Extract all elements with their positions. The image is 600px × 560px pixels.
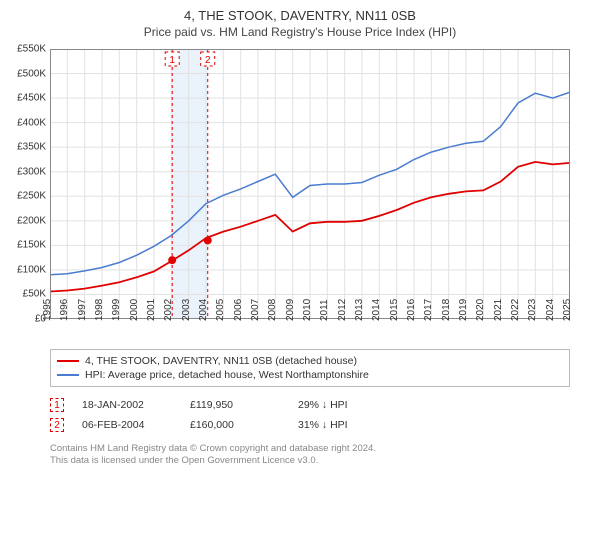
sale-marker-icon: 1 <box>50 398 64 412</box>
legend-item: HPI: Average price, detached house, West… <box>57 368 563 382</box>
y-axis-tick-label: £250K <box>17 191 46 202</box>
x-axis-tick-label: 2024 <box>545 299 556 321</box>
price-chart: 12£0£50K£100K£150K£200K£250K£300K£350K£4… <box>50 49 570 319</box>
sale-date: 06-FEB-2004 <box>82 419 172 431</box>
sale-event-row: 2 06-FEB-2004 £160,000 31% ↓ HPI <box>50 415 570 435</box>
page-title: 4, THE STOOK, DAVENTRY, NN11 0SB <box>10 8 590 23</box>
y-axis-tick-label: £550K <box>17 44 46 55</box>
y-axis-tick-label: £500K <box>17 68 46 79</box>
y-axis-tick-label: £350K <box>17 142 46 153</box>
x-axis-tick-label: 2015 <box>389 299 400 321</box>
sale-price: £160,000 <box>190 419 280 431</box>
x-axis-tick-label: 2008 <box>267 299 278 321</box>
x-axis-tick-label: 2025 <box>562 299 573 321</box>
legend: 4, THE STOOK, DAVENTRY, NN11 0SB (detach… <box>50 349 570 387</box>
x-axis-tick-label: 2017 <box>423 299 434 321</box>
x-axis-tick-label: 2023 <box>527 299 538 321</box>
sale-date: 18-JAN-2002 <box>82 399 172 411</box>
x-axis-tick-label: 2010 <box>302 299 313 321</box>
x-axis-tick-label: 2012 <box>337 299 348 321</box>
sale-price: £119,950 <box>190 399 280 411</box>
y-axis-tick-label: £150K <box>17 240 46 251</box>
y-axis-tick-label: £200K <box>17 215 46 226</box>
sale-delta: 31% ↓ HPI <box>298 419 388 431</box>
x-axis-tick-label: 2005 <box>215 299 226 321</box>
x-axis-tick-label: 2002 <box>163 299 174 321</box>
svg-text:1: 1 <box>169 55 175 66</box>
x-axis-tick-label: 2022 <box>510 299 521 321</box>
sale-events-table: 1 18-JAN-2002 £119,950 29% ↓ HPI 2 06-FEB-200… <box>50 395 570 435</box>
sale-marker-icon: 2 <box>50 418 64 432</box>
legend-item: 4, THE STOOK, DAVENTRY, NN11 0SB (detach… <box>57 354 563 368</box>
x-axis-tick-label: 2014 <box>371 299 382 321</box>
x-axis-tick-label: 2019 <box>458 299 469 321</box>
x-axis-tick-label: 2001 <box>146 299 157 321</box>
svg-text:2: 2 <box>205 55 211 66</box>
sale-delta: 29% ↓ HPI <box>298 399 388 411</box>
x-axis-tick-label: 2020 <box>475 299 486 321</box>
data-attribution: Contains HM Land Registry data © Crown c… <box>50 443 570 468</box>
y-axis-tick-label: £400K <box>17 117 46 128</box>
x-axis-tick-label: 2021 <box>493 299 504 321</box>
legend-label: 4, THE STOOK, DAVENTRY, NN11 0SB (detach… <box>85 355 357 367</box>
x-axis-tick-label: 2018 <box>441 299 452 321</box>
x-axis-tick-label: 2000 <box>129 299 140 321</box>
legend-color-swatch <box>57 360 79 362</box>
x-axis-tick-label: 2006 <box>233 299 244 321</box>
x-axis-tick-label: 2003 <box>181 299 192 321</box>
x-axis-tick-label: 1996 <box>59 299 70 321</box>
x-axis-tick-label: 2016 <box>406 299 417 321</box>
x-axis-tick-label: 1998 <box>94 299 105 321</box>
y-axis-tick-label: £450K <box>17 93 46 104</box>
y-axis-tick-label: £300K <box>17 166 46 177</box>
x-axis-tick-label: 2004 <box>198 299 209 321</box>
x-axis-tick-label: 1999 <box>111 299 122 321</box>
page-subtitle: Price paid vs. HM Land Registry's House … <box>10 25 590 39</box>
sale-event-row: 1 18-JAN-2002 £119,950 29% ↓ HPI <box>50 395 570 415</box>
y-axis-tick-label: £100K <box>17 264 46 275</box>
legend-color-swatch <box>57 374 79 376</box>
x-axis-tick-label: 2007 <box>250 299 261 321</box>
x-axis-tick-label: 2009 <box>285 299 296 321</box>
x-axis-tick-label: 2011 <box>320 299 331 321</box>
x-axis-tick-label: 1997 <box>77 299 88 321</box>
x-axis-tick-label: 2013 <box>354 299 365 321</box>
x-axis-tick-label: 1995 <box>42 299 53 321</box>
legend-label: HPI: Average price, detached house, West… <box>85 369 369 381</box>
